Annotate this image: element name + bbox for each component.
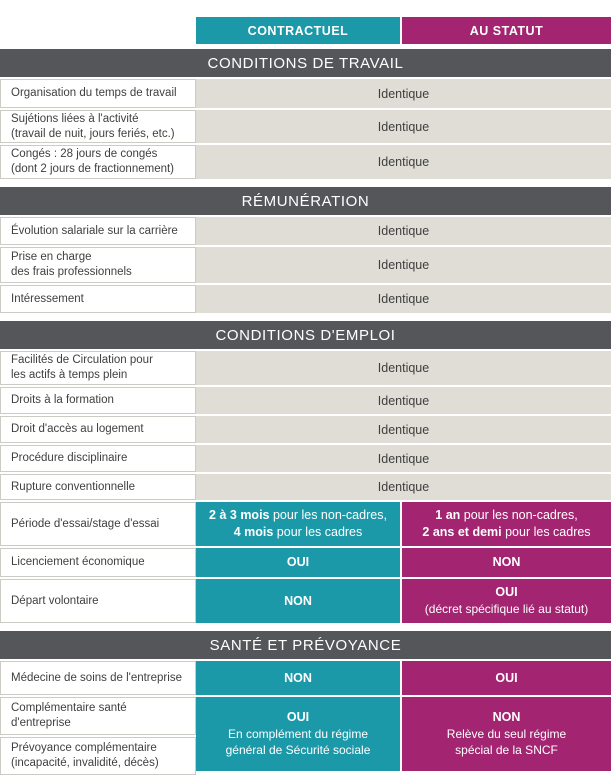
table-row: Intéressement Identique	[0, 285, 611, 313]
au-statut-cell: OUI (décret spécifique lié au statut)	[402, 579, 611, 623]
table-row: Organisation du temps de travail Identiq…	[0, 79, 611, 108]
au-statut-cell: NON	[402, 548, 611, 577]
column-header-contractuel: CONTRACTUEL	[196, 17, 400, 44]
contractuel-cell: OUI En complément du régime général de S…	[196, 697, 400, 771]
table-row: Période d'essai/stage d'essai 2 à 3 mois…	[0, 502, 611, 546]
row-label: Licenciement économique	[0, 548, 196, 577]
section-header-conditions-demploi: CONDITIONS D'EMPLOI	[0, 321, 611, 349]
contractuel-value-line: 4 mois pour les cadres	[233, 525, 363, 539]
au-statut-cell: 1 an pour les non-cadres, 2 ans et demi …	[402, 502, 611, 546]
merged-table-row: Complémentaire santé d'entreprise Prévoy…	[0, 697, 611, 775]
identique-cell: Identique	[196, 247, 611, 283]
table-row: Facilités de Circulation pour les actifs…	[0, 351, 611, 385]
table-row: Évolution salariale sur la carrière Iden…	[0, 217, 611, 245]
identique-cell: Identique	[196, 285, 611, 313]
table-row: Médecine de soins de l'entreprise NON OU…	[0, 661, 611, 695]
row-label: Rupture conventionnelle	[0, 474, 196, 500]
identique-cell: Identique	[196, 110, 611, 143]
au-statut-value-line: 2 ans et demi pour les cadres	[422, 525, 591, 539]
row-label: Prévoyance complémentaire (incapacité, i…	[0, 736, 196, 775]
merged-row-labels: Complémentaire santé d'entreprise Prévoy…	[0, 697, 196, 775]
table-row: Rupture conventionnelle Identique	[0, 474, 611, 500]
au-statut-value-line: 1 an pour les non-cadres,	[435, 508, 578, 523]
row-label: Évolution salariale sur la carrière	[0, 217, 196, 245]
row-label: Droit d'accès au logement	[0, 416, 196, 443]
row-label: Droits à la formation	[0, 387, 196, 414]
column-headers: CONTRACTUEL AU STATUT	[196, 17, 611, 44]
row-label: Organisation du temps de travail	[0, 79, 196, 108]
table-row: Droit d'accès au logement Identique	[0, 416, 611, 443]
identique-cell: Identique	[196, 416, 611, 443]
identique-cell: Identique	[196, 351, 611, 385]
row-label: Facilités de Circulation pour les actifs…	[0, 351, 196, 385]
contractuel-cell: OUI	[196, 548, 400, 577]
identique-cell: Identique	[196, 145, 611, 179]
table-row: Droits à la formation Identique	[0, 387, 611, 414]
row-label: Prise en charge des frais professionnels	[0, 247, 196, 283]
contractuel-cell: NON	[196, 579, 400, 623]
row-label: Médecine de soins de l'entreprise	[0, 661, 196, 695]
row-label: Intéressement	[0, 285, 196, 313]
row-label: Complémentaire santé d'entreprise	[0, 697, 196, 735]
row-label: Départ volontaire	[0, 579, 196, 623]
row-label: Sujétions liées à l'activité (travail de…	[0, 110, 196, 143]
row-label: Procédure disciplinaire	[0, 445, 196, 472]
au-statut-cell: NON Relève du seul régime spécial de la …	[402, 697, 611, 771]
table-row: Congés : 28 jours de congés (dont 2 jour…	[0, 145, 611, 179]
identique-cell: Identique	[196, 387, 611, 414]
row-label: Congés : 28 jours de congés (dont 2 jour…	[0, 145, 196, 179]
table-row: Prise en charge des frais professionnels…	[0, 247, 611, 283]
section-header-sante-et-prevoyance: SANTÉ ET PRÉVOYANCE	[0, 631, 611, 659]
identique-cell: Identique	[196, 474, 611, 500]
table-row: Licenciement économique OUI NON	[0, 548, 611, 577]
section-header-conditions-de-travail: CONDITIONS DE TRAVAIL	[0, 49, 611, 77]
row-label: Période d'essai/stage d'essai	[0, 502, 196, 546]
section-header-remuneration: RÉMUNÉRATION	[0, 187, 611, 215]
contractuel-cell: 2 à 3 mois pour les non-cadres, 4 mois p…	[196, 502, 400, 546]
table-row: Procédure disciplinaire Identique	[0, 445, 611, 472]
column-header-au-statut: AU STATUT	[402, 17, 611, 44]
table-row: Départ volontaire NON OUI (décret spécif…	[0, 579, 611, 623]
identique-cell: Identique	[196, 217, 611, 245]
contractuel-value-line: 2 à 3 mois pour les non-cadres,	[209, 508, 387, 523]
au-statut-cell: OUI	[402, 661, 611, 695]
identique-cell: Identique	[196, 79, 611, 108]
contractuel-cell: NON	[196, 661, 400, 695]
identique-cell: Identique	[196, 445, 611, 472]
table-row: Sujétions liées à l'activité (travail de…	[0, 110, 611, 143]
